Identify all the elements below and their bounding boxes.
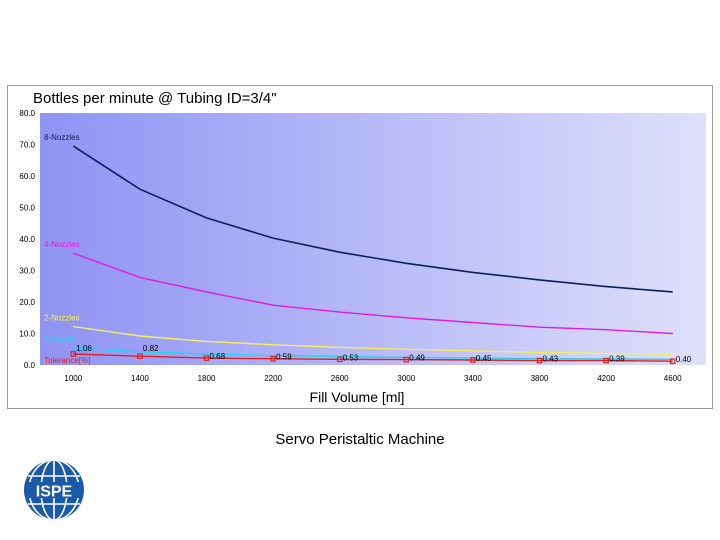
x-tick-label: 3000 <box>397 374 415 383</box>
data-point <box>336 356 343 363</box>
data-point <box>603 357 609 364</box>
data-point <box>70 351 77 357</box>
x-axis-title: Fill Volume [ml] <box>310 389 405 405</box>
data-label: 0.68 <box>210 352 226 361</box>
x-tick-label: 3400 <box>464 374 482 383</box>
series-line <box>72 145 673 293</box>
y-tick-label: 30.0 <box>19 267 35 276</box>
data-label: 0.43 <box>543 355 559 364</box>
data-label: 1.06 <box>76 344 92 353</box>
slide-caption: Servo Peristaltic Machine <box>275 431 445 448</box>
data-point <box>470 357 476 363</box>
data-label: 0.53 <box>343 353 359 362</box>
data-label: 0.40 <box>676 355 692 364</box>
series-label: Tolerance[%] <box>44 356 90 365</box>
y-tick-label: 60.0 <box>19 172 35 181</box>
data-label: 0.59 <box>276 353 292 362</box>
series-line <box>73 325 673 355</box>
data-point <box>203 355 210 361</box>
series-label: 4-Nozzles <box>44 240 80 249</box>
series-label: 8-Nozzles <box>44 133 80 142</box>
x-tick-label: 3800 <box>531 374 549 383</box>
globe-logo-icon: ISPE <box>24 459 84 521</box>
logo-text: ISPE <box>36 484 73 501</box>
x-tick-label: 2600 <box>331 374 349 383</box>
x-tick-label: 2200 <box>264 374 282 383</box>
x-tick-label: 1400 <box>131 374 149 383</box>
series-labels: 8-Nozzles 4-Nozzles 2-Nozzles 1-Nozzle Toler… <box>44 133 90 365</box>
series-line <box>73 353 673 362</box>
data-point <box>403 356 410 363</box>
data-label: 0.49 <box>409 354 425 363</box>
data-label: 0.39 <box>609 355 625 364</box>
series-label: 1-Nozzle <box>44 335 76 344</box>
series-line <box>73 252 673 335</box>
x-tick-label: 1800 <box>198 374 216 383</box>
x-tick-label: 1000 <box>64 374 82 383</box>
y-tick-label: 10.0 <box>19 330 35 339</box>
x-axis: 1000 1400 1800 2200 2600 3000 3400 3800 4200 4600 <box>64 374 682 383</box>
data-point <box>536 357 543 364</box>
series-line <box>73 347 673 360</box>
y-tick-label: 20.0 <box>19 298 35 307</box>
series-label: 2-Nozzles <box>44 314 80 323</box>
x-tick-label: 4200 <box>597 374 615 383</box>
y-tick-label: 80.0 <box>19 109 35 118</box>
data-point <box>270 355 276 362</box>
x-tick-label: 4600 <box>664 374 682 383</box>
chart-title: Bottles per minute @ Tubing ID=3/4" <box>33 90 277 107</box>
y-axis: 0.0 10.0 20.0 30.0 40.0 50.0 60.0 70.0 80.0 <box>19 109 35 370</box>
data-point <box>669 358 676 365</box>
data-point <box>137 353 143 359</box>
plot-area <box>40 113 706 365</box>
data-label: 0.45 <box>476 354 492 363</box>
y-tick-label: 40.0 <box>19 235 35 244</box>
line-chart: Bottles per minute @ Tubing ID=3/4" 0.0 1… <box>19 90 706 405</box>
y-tick-label: 0.0 <box>24 361 36 370</box>
y-tick-label: 50.0 <box>19 204 35 213</box>
data-label: 0.82 <box>143 344 159 353</box>
y-tick-label: 70.0 <box>19 141 35 150</box>
chart-frame: Bottles per minute @ Tubing ID=3/4" 0.0 1… <box>7 85 713 409</box>
series-layer: 1.06 0.82 0.68 0.59 0.53 0.49 0.45 0.43 0.39 0.40 <box>70 145 692 365</box>
